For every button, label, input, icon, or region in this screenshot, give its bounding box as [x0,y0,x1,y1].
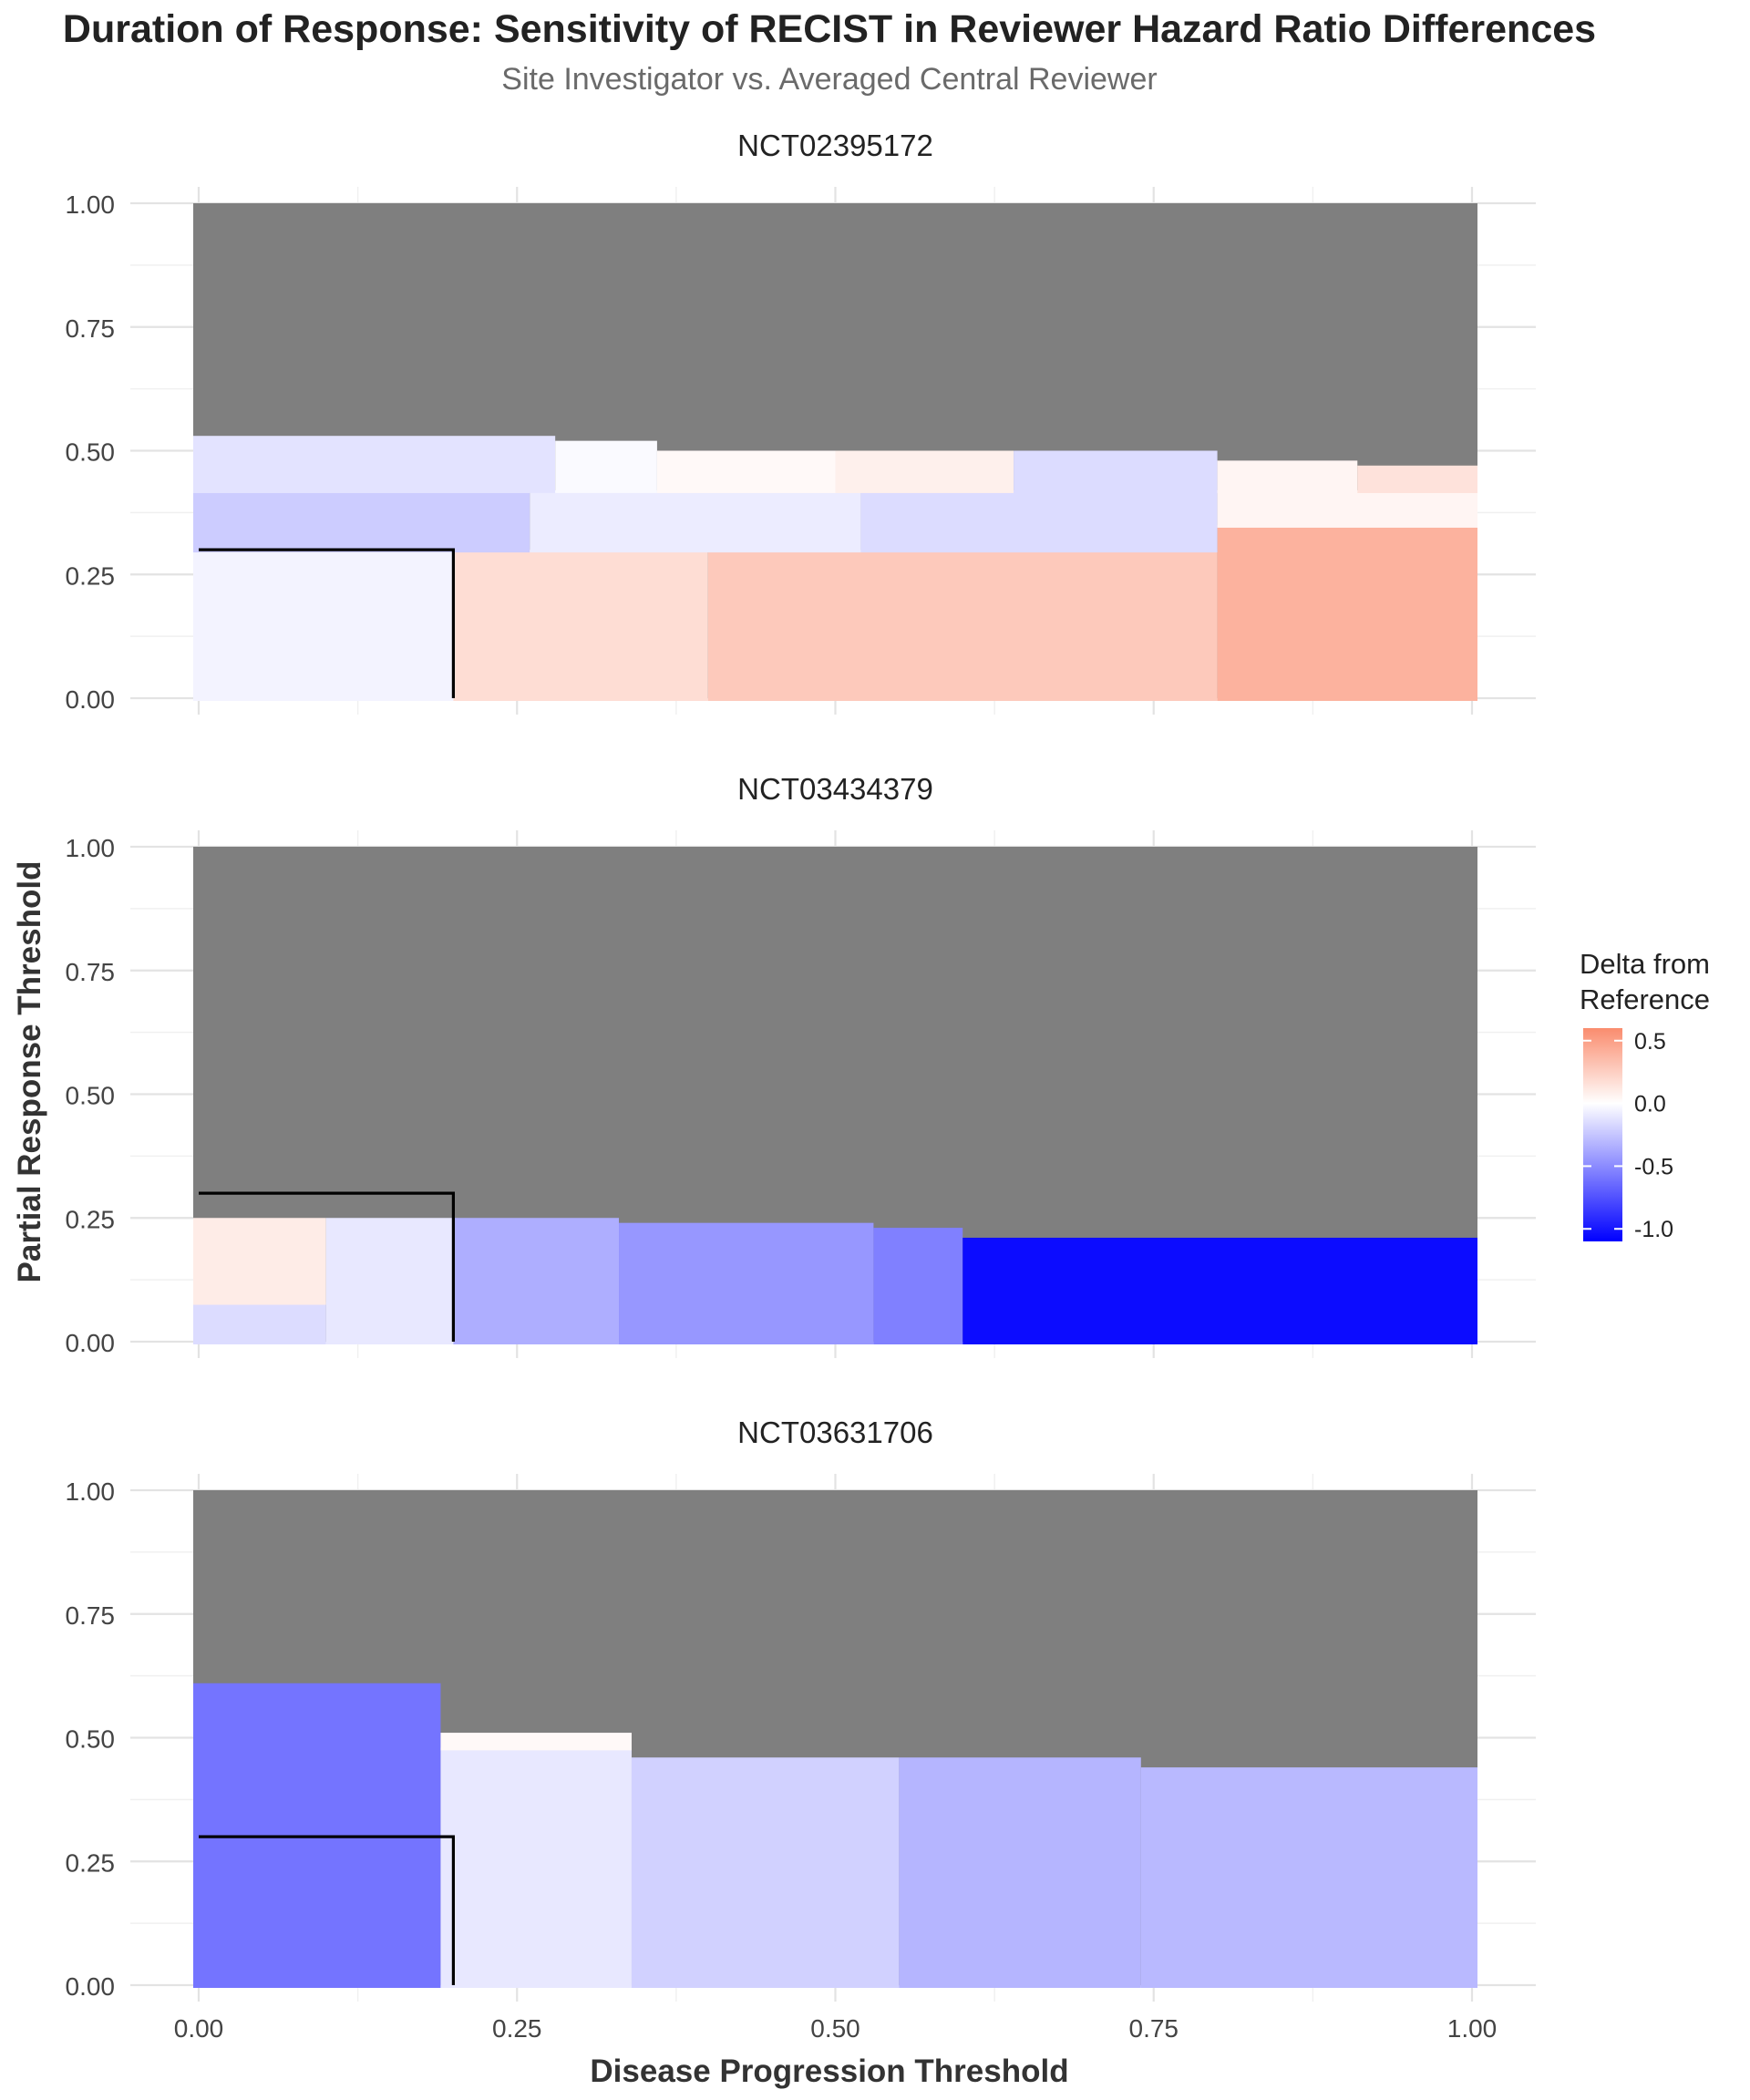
heat-cell [899,1757,1141,1988]
heat-cell [193,436,556,493]
heat-cell [193,1302,326,1344]
heat-cell [1014,450,1218,493]
legend-tick-label: 0.0 [1634,1092,1666,1117]
y-tick-label: 0.75 [66,958,116,986]
heat-cell [860,489,1218,553]
y-tick-label: 0.50 [66,438,116,467]
heat-cell [1217,460,1358,493]
facet-title: NCT03631706 [737,1415,933,1449]
reference-bracket [199,548,455,698]
y-tick-label: 1.00 [66,190,116,219]
reference-bracket [199,1191,455,1342]
chart-subtitle: Site Investigator vs. Averaged Central R… [501,62,1158,97]
y-tick-label: 0.00 [66,1329,116,1357]
heat-cell [193,489,530,553]
facet-panel-NCT02395172: NCT02395172 0.00 0.25 0.50 0.75 1.00 [66,129,1536,715]
y-tick-label: 0.25 [66,561,116,590]
y-tick-label: 1.00 [66,1477,116,1506]
heat-cell [631,1757,900,1988]
x-tick-label: 1.00 [1447,2014,1498,2043]
heat-cell [962,1237,1477,1344]
y-tick-label: 0.50 [66,1082,116,1110]
heat-cell [873,1228,963,1344]
heat-cell [325,1218,454,1344]
legend-colorbar [1583,1028,1622,1241]
facet-title: NCT03434379 [737,772,933,806]
heat-cell [453,1218,620,1344]
heat-cell [193,1218,326,1305]
x-tick-label: 0.50 [810,2014,860,2043]
heat-cell [656,450,836,493]
y-tick-label: 0.25 [66,1848,116,1877]
legend-tick-label: 0.5 [1634,1029,1666,1055]
heat-cell [1357,465,1477,493]
chart-title: Duration of Response: Sensitivity of REC… [62,7,1597,51]
y-tick-label: 0.75 [66,1601,116,1630]
y-axis-label: Partial Response Threshold [12,861,47,1283]
heat-cell [619,1222,874,1344]
heat-cell [835,450,1014,493]
y-tick-label: 0.75 [66,314,116,343]
legend-tick-label: -1.0 [1634,1217,1673,1242]
y-tick-label: 0.00 [66,1972,116,2001]
x-tick-label: 0.75 [1129,2014,1179,2043]
heat-cell [440,1733,632,1751]
heat-cell [1217,489,1477,528]
heat-cell [555,440,657,493]
x-axis-label: Disease Progression Threshold [590,2054,1068,2089]
heat-cell [1217,524,1477,701]
facet-panel-NCT03434379: NCT03434379 0.00 0.25 0.50 0.75 1.00 [66,772,1536,1358]
x-tick-label: 0.00 [174,2014,224,2043]
y-tick-label: 1.00 [66,834,116,862]
heat-cell [193,550,454,701]
heat-cell [440,1747,632,1988]
legend-title-line2: Reference [1580,983,1710,1015]
y-tick-label: 0.25 [66,1205,116,1233]
color-legend: Delta from Reference 0.5 0.0 -0.5 -1.0 [1580,948,1710,1242]
heat-cell [453,550,708,701]
y-tick-label: 0.50 [66,1725,116,1754]
heat-cell [1140,1767,1477,1988]
facet-panel-NCT03631706: NCT03631706 0.00 0.25 0.50 0.75 1.00 [66,1415,1536,2002]
legend-tick-label: -0.5 [1634,1154,1673,1179]
reference-bracket [199,1835,455,1985]
legend-title-line1: Delta from [1580,948,1710,980]
facet-title: NCT02395172 [737,129,933,162]
heat-cell [707,550,1218,701]
heat-cell [530,489,861,553]
x-tick-label: 0.25 [492,2014,542,2043]
y-tick-label: 0.00 [66,685,116,714]
